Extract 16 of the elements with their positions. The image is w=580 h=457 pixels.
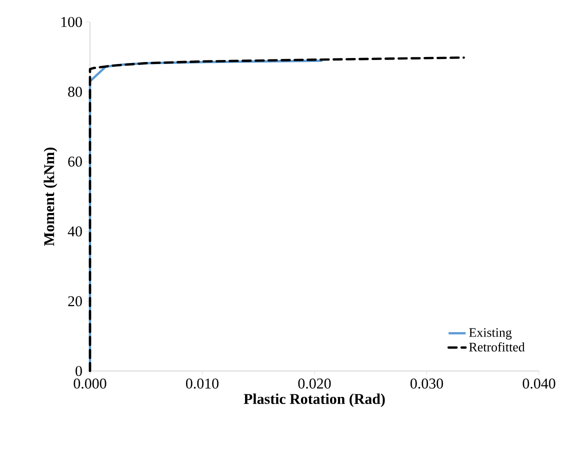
x-tick-label: 0.030 [410, 378, 443, 389]
x-tick-label: 0.000 [74, 378, 106, 389]
y-tick-label: 60 [68, 156, 82, 167]
y-tick-label: 80 [68, 86, 82, 97]
y-tick-label: 20 [68, 296, 82, 306]
y-tick-label: 0 [76, 366, 82, 376]
x-axis-title: Plastic Rotation (Rad) [244, 394, 385, 408]
x-tick-label: 0.040 [522, 378, 556, 389]
y-tick-label: 40 [68, 226, 82, 236]
x-tick-label: 0.020 [298, 378, 331, 389]
legend-label: Retrofitted [469, 342, 525, 352]
line-series [88, 56, 465, 372]
y-tick-label: 100 [61, 16, 82, 28]
legend-label: Existing [469, 328, 512, 340]
x-tick-label: 0.010 [186, 378, 218, 389]
y-axis-title: Moment (kNm) [44, 148, 58, 246]
